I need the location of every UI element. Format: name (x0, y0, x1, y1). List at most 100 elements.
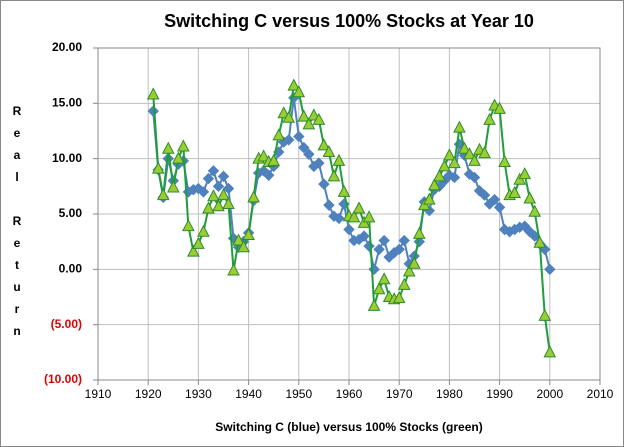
marker (293, 130, 305, 143)
marker (493, 101, 506, 114)
marker (412, 226, 426, 239)
marker (468, 171, 481, 184)
marker (232, 233, 245, 246)
marker (402, 264, 416, 277)
marker (171, 151, 185, 164)
marker (192, 236, 205, 249)
x-tick-label: 2000 (536, 387, 563, 401)
marker (317, 138, 331, 151)
x-tick-label: 2010 (587, 387, 614, 401)
marker (323, 199, 335, 211)
x-tick-label: 1950 (285, 387, 312, 401)
y-tick-label: 10.00 (52, 151, 82, 165)
x-tick-label: 1990 (486, 387, 513, 401)
marker (283, 134, 295, 146)
x-tick-label: 1910 (85, 387, 112, 401)
marker (343, 223, 355, 236)
marker (217, 188, 230, 201)
marker (166, 180, 180, 193)
chart-title: Switching C versus 100% Stocks at Year 1… (164, 11, 534, 31)
marker (313, 157, 325, 169)
y-tick-label: (5.00) (51, 317, 82, 331)
marker (478, 146, 491, 159)
x-tick-label: 1930 (185, 387, 212, 401)
marker (378, 234, 390, 247)
marker (227, 263, 240, 276)
marker (187, 244, 200, 257)
marker (377, 272, 391, 285)
marker (202, 172, 215, 185)
marker (267, 153, 281, 166)
marker (372, 282, 386, 295)
marker (347, 210, 361, 223)
marker (237, 240, 250, 253)
marker (433, 169, 446, 182)
marker (333, 212, 345, 225)
x-tick-label: 1970 (386, 387, 413, 401)
marker (298, 141, 310, 154)
marker (337, 184, 351, 197)
marker (297, 109, 311, 122)
y-tick-label: 20.00 (52, 40, 82, 54)
marker (397, 277, 411, 290)
marker (398, 234, 410, 247)
x-tick-label: 1940 (235, 387, 262, 401)
marker (498, 154, 511, 167)
marker (453, 120, 466, 133)
marker (212, 180, 225, 193)
marker (222, 182, 235, 195)
marker (523, 191, 537, 204)
y-tick-label: (10.00) (44, 372, 82, 386)
marker (478, 189, 491, 201)
marker (207, 189, 220, 202)
marker (393, 243, 405, 256)
marker (147, 105, 159, 117)
y-axis-label: Real Return (10, 104, 24, 346)
marker (488, 193, 501, 206)
marker (367, 298, 381, 311)
marker (318, 178, 330, 190)
marker (518, 167, 532, 180)
marker (282, 110, 296, 123)
marker (197, 186, 210, 198)
marker (538, 308, 552, 321)
marker (202, 201, 215, 214)
marker (422, 192, 436, 205)
marker (332, 153, 346, 166)
marker (392, 291, 406, 304)
marker (182, 219, 195, 232)
marker (217, 170, 230, 183)
marker (528, 204, 542, 217)
marker (207, 165, 220, 177)
marker (146, 87, 160, 100)
marker (543, 345, 557, 358)
marker (212, 199, 225, 212)
marker (458, 141, 471, 154)
marker (151, 161, 165, 174)
marker (312, 112, 326, 125)
marker (533, 235, 547, 248)
marker (448, 156, 461, 169)
marker (407, 256, 421, 269)
marker (156, 188, 170, 201)
plot-area (97, 47, 601, 381)
marker (302, 117, 316, 130)
marker (272, 128, 286, 141)
marker (468, 153, 481, 166)
marker (493, 201, 506, 214)
marker (303, 148, 315, 160)
marker (222, 196, 235, 210)
marker (327, 169, 341, 182)
marker (352, 201, 366, 214)
series (146, 78, 557, 358)
marker (362, 210, 376, 223)
marker (483, 112, 496, 125)
x-tick-label: 1960 (336, 387, 363, 401)
marker (292, 85, 306, 98)
marker (322, 144, 336, 158)
y-tick-label: 15.00 (52, 96, 82, 110)
marker (373, 243, 385, 256)
marker (247, 190, 260, 203)
